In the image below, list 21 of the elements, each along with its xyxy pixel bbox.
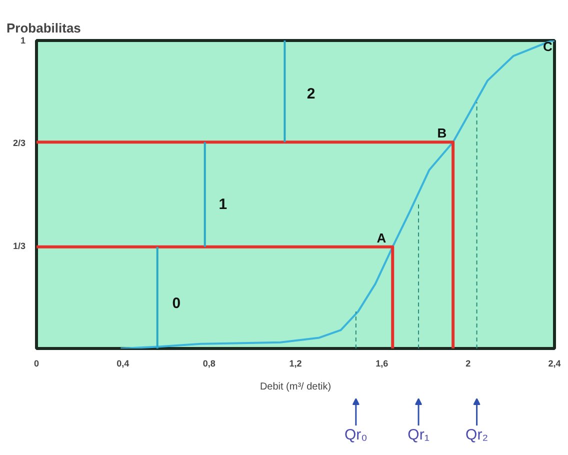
x-tick-label: 2 xyxy=(466,358,471,368)
text: Qr₀ xyxy=(344,426,368,444)
x-axis-title: Debit (m³/ detik) xyxy=(260,382,332,392)
y-tick-label: 1/3 xyxy=(12,240,26,251)
x-tick-label: 0,4 xyxy=(116,358,130,368)
x-tick-label: 0 xyxy=(34,358,40,368)
y-axis-title: Probabilitas xyxy=(6,20,81,36)
annotation: B xyxy=(437,126,447,141)
x-tick-label: 2,4 xyxy=(548,358,561,368)
annotation: C xyxy=(542,38,553,54)
text: Qr₂ xyxy=(466,426,488,444)
x-tick-label: 1,2 xyxy=(289,358,302,368)
y-tick-label: 2/3 xyxy=(12,138,26,148)
text: Qr₁ xyxy=(408,426,430,444)
annotation: 1 xyxy=(218,196,228,214)
annotation: 2 xyxy=(306,85,316,102)
y-tick-label: 1 xyxy=(20,36,26,46)
annotation: A xyxy=(376,230,387,246)
x-tick-label: 1,6 xyxy=(376,358,388,368)
annotation: 0 xyxy=(172,294,181,312)
x-tick-label: 0,8 xyxy=(202,358,216,368)
